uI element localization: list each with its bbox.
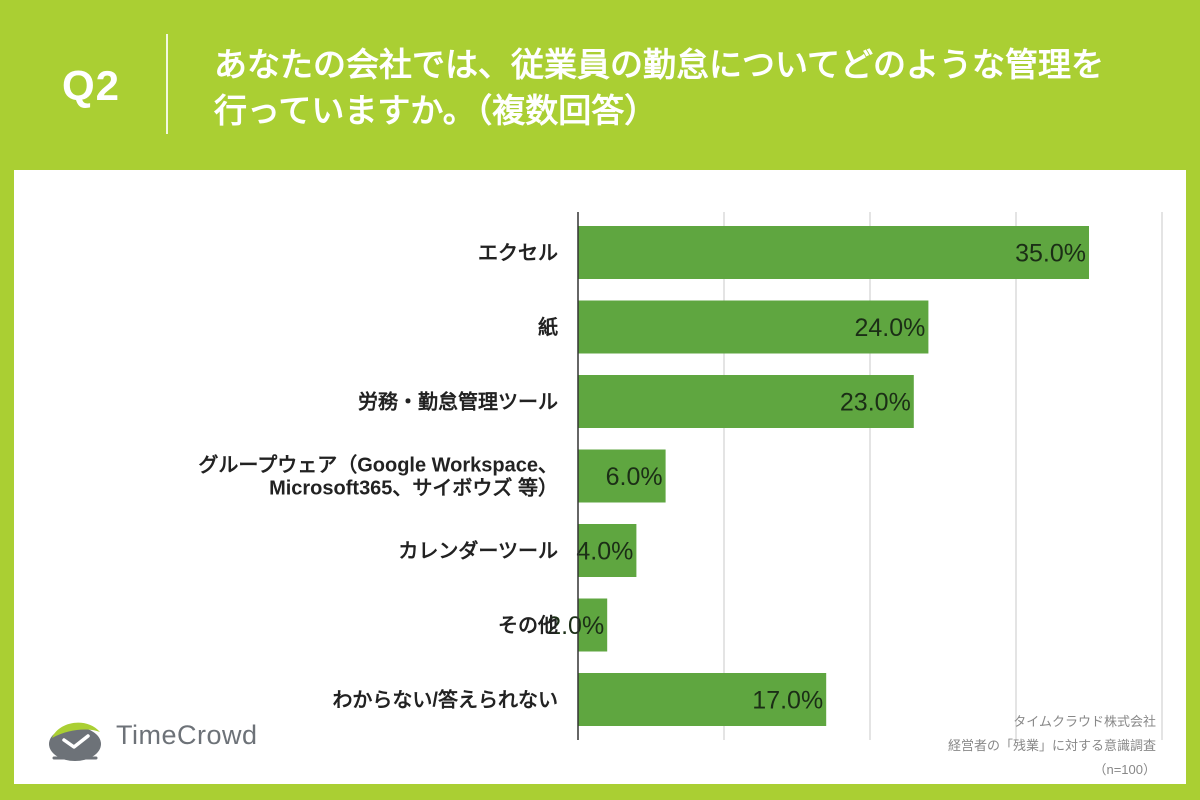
bar-value-label: 2.0% xyxy=(547,612,604,640)
credit-survey: 経営者の「残業」に対する意識調査 xyxy=(947,738,1156,753)
bar-value-label: 6.0% xyxy=(606,463,663,491)
logo-text: TimeCrowd xyxy=(116,720,258,750)
bar-chart: 35.0% エクセル 24.0% 紙 23.0% 労務・勤怠管理ツール 6.0% グループウェ… xyxy=(198,212,1163,740)
category-label: エクセル xyxy=(478,242,558,265)
chart-panel: 35.0% エクセル 24.0% 紙 23.0% 労務・勤怠管理ツール 6.0% グループウェ… xyxy=(14,170,1186,784)
question-text: あなたの会社では、従業員の勤怠についてどのような管理を 行っていますか。（複数回… xyxy=(214,42,1174,134)
bar-value-label: 35.0% xyxy=(1015,240,1086,268)
survey-credit: タイムクラウド株式会社 経営者の「残業」に対する意識調査 （n=100） xyxy=(948,710,1156,782)
category-label: わからない/答えられない xyxy=(332,688,558,712)
bar xyxy=(578,673,827,726)
category-label: 労務・勤怠管理ツール xyxy=(358,390,558,414)
category-label: その他 xyxy=(498,613,558,637)
credit-sample: （n=100） xyxy=(1093,762,1156,777)
bar xyxy=(578,524,637,577)
header-divider xyxy=(166,34,168,134)
bar xyxy=(578,300,929,354)
category-label: カレンダーツール xyxy=(398,539,558,563)
timecrowd-logo: TimeCrowd xyxy=(44,714,284,764)
bar xyxy=(578,449,666,503)
category-label: グループウェア（Google Workspace、 xyxy=(198,453,558,477)
credit-company: タイムクラウド株式会社 xyxy=(1013,714,1156,729)
bar-value-label: 4.0% xyxy=(576,538,633,566)
bar xyxy=(578,226,1089,279)
question-number: Q2 xyxy=(62,62,121,109)
bar xyxy=(578,375,914,428)
question-line-2: 行っていますか。（複数回答） xyxy=(214,92,658,129)
bar-value-label: 24.0% xyxy=(855,314,926,342)
question-line-1: あなたの会社では、従業員の勤怠についてどのような管理を xyxy=(214,46,1105,83)
bar xyxy=(578,598,608,652)
category-label: Microsoft365、サイボウズ 等） xyxy=(269,476,558,500)
question-header: Q2 あなたの会社では、従業員の勤怠についてどのような管理を 行っていますか。（… xyxy=(0,0,1200,170)
bar-value-label: 23.0% xyxy=(840,389,911,417)
bar-value-label: 17.0% xyxy=(752,687,823,715)
category-label: 紙 xyxy=(538,315,558,339)
timecrowd-bird-icon xyxy=(49,722,101,761)
